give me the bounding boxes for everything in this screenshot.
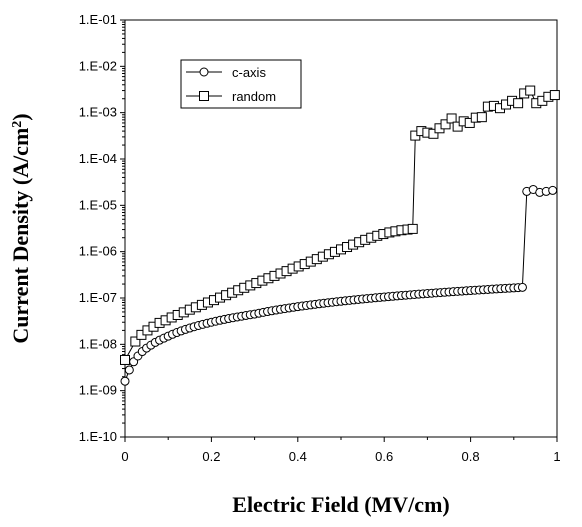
x-tick-label: 0.2 [202,449,220,464]
y-tick-label: 1.E-02 [79,58,117,73]
data-point-random [407,223,418,234]
data-point-random [446,113,457,124]
x-axis: 0 0.2 0.4 0.6 0.8 1 [121,437,561,464]
legend-label-random: random [232,89,276,104]
legend: c-axis random [180,59,302,109]
legend-marker-random [199,91,209,101]
y-tick-label: 1.E-04 [79,151,117,166]
y-tick-label: 1.E-03 [79,105,117,120]
y-axis-title: Current Density (A/cm2) [8,113,33,343]
y-axis-title-superscript: 2 [10,121,25,128]
data-point-random [130,336,141,347]
x-tick-label: 0 [121,449,128,464]
y-tick-label: 1.E-07 [79,290,117,305]
y-axis-title-suffix: ) [8,113,33,120]
y-tick-label: 1.E-08 [79,336,117,351]
x-tick-label: 0.4 [289,449,307,464]
x-tick-label: 0.8 [462,449,480,464]
legend-label-c-axis: c-axis [232,65,266,80]
series-random [120,85,560,365]
y-tick-label: 1.E-05 [79,197,117,212]
data-point-random [428,128,439,139]
series-c-axis [120,184,558,386]
data-point-random [513,98,524,109]
x-tick-label: 1 [553,449,560,464]
data-point-random [120,354,130,365]
x-tick-label: 0.6 [375,449,393,464]
series-line-random [124,89,555,361]
x-axis-title: Electric Field (MV/cm) [232,492,449,517]
data-point-c-axis [124,365,134,375]
data-point-c-axis [120,376,130,386]
data-point-c-axis [517,282,527,292]
legend-marker-c-axis [199,67,209,77]
data-point-c-axis [548,185,558,195]
data-point-random [440,119,451,130]
y-axis: 1.E-01 1.E-02 1.E-03 1.E-04 1.E-05 1.E-06 1.E-… [79,12,125,444]
y-tick-label: 1.E-09 [79,383,117,398]
series-layer [120,85,560,386]
data-point-random [452,121,463,132]
data-point-random [525,85,536,96]
y-axis-title-main: Current Density (A/cm [8,128,33,344]
data-point-random [549,90,560,101]
data-point-random [464,117,475,128]
y-tick-label: 1.E-06 [79,244,117,259]
y-tick-label: 1.E-10 [79,429,117,444]
data-point-random [476,112,487,123]
y-tick-label: 1.E-01 [79,12,117,27]
